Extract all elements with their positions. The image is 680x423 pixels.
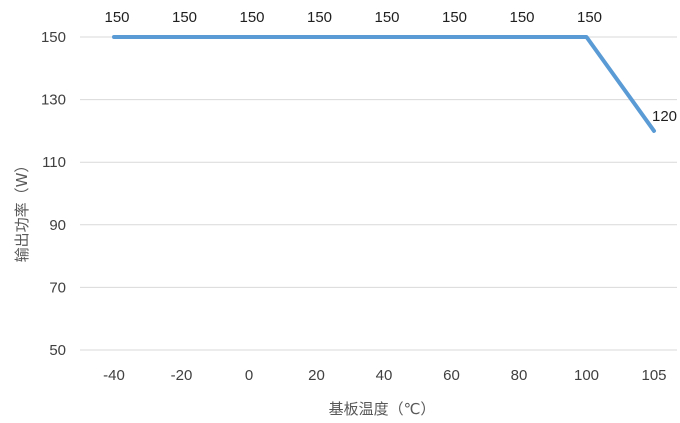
series-line-path [112,35,656,133]
x-tick-label: 40 [376,367,393,384]
data-point [517,35,521,39]
x-tick-label: 80 [511,367,528,384]
x-axis-title: 基板温度（℃） [329,400,436,418]
data-label: 150 [172,9,197,26]
data-label: 150 [307,9,332,26]
x-tick-label: -40 [103,367,125,384]
x-tick-label: 105 [641,367,666,384]
data-point [585,35,588,39]
data-point [180,35,183,39]
y-tick-label: 90 [49,217,66,234]
data-label: 150 [577,9,602,26]
y-axis-title: 输出功率（W） [13,158,31,263]
gridlines [80,36,677,351]
data-point [112,35,116,39]
y-tick-labels: 50 70 90 110 130 150 [41,29,66,359]
data-label: 120 [652,108,677,125]
data-point [315,35,318,39]
x-tick-label: 60 [443,367,460,384]
x-tick-label: 0 [245,367,253,384]
data-label: 150 [442,9,467,26]
data-point [247,35,251,39]
y-tick-label: 70 [49,279,66,296]
x-tick-label: 20 [308,367,325,384]
data-point [382,35,386,39]
data-label: 150 [374,9,399,26]
y-tick-label: 130 [41,92,66,109]
data-label: 150 [509,9,534,26]
data-label: 150 [239,9,264,26]
y-tick-label: 150 [41,29,66,46]
data-point [652,129,656,133]
x-tick-label: 100 [574,367,599,384]
x-tick-label: -20 [171,367,193,384]
series-line [112,35,656,133]
y-tick-label: 110 [42,154,66,171]
data-labels: 150 150 150 150 150 150 150 150 120 [104,9,677,125]
x-tick-labels: -40 -20 0 20 40 60 80 100 105 [103,367,666,384]
y-tick-label: 50 [49,342,66,359]
data-point [450,35,453,39]
data-label: 150 [104,9,129,26]
